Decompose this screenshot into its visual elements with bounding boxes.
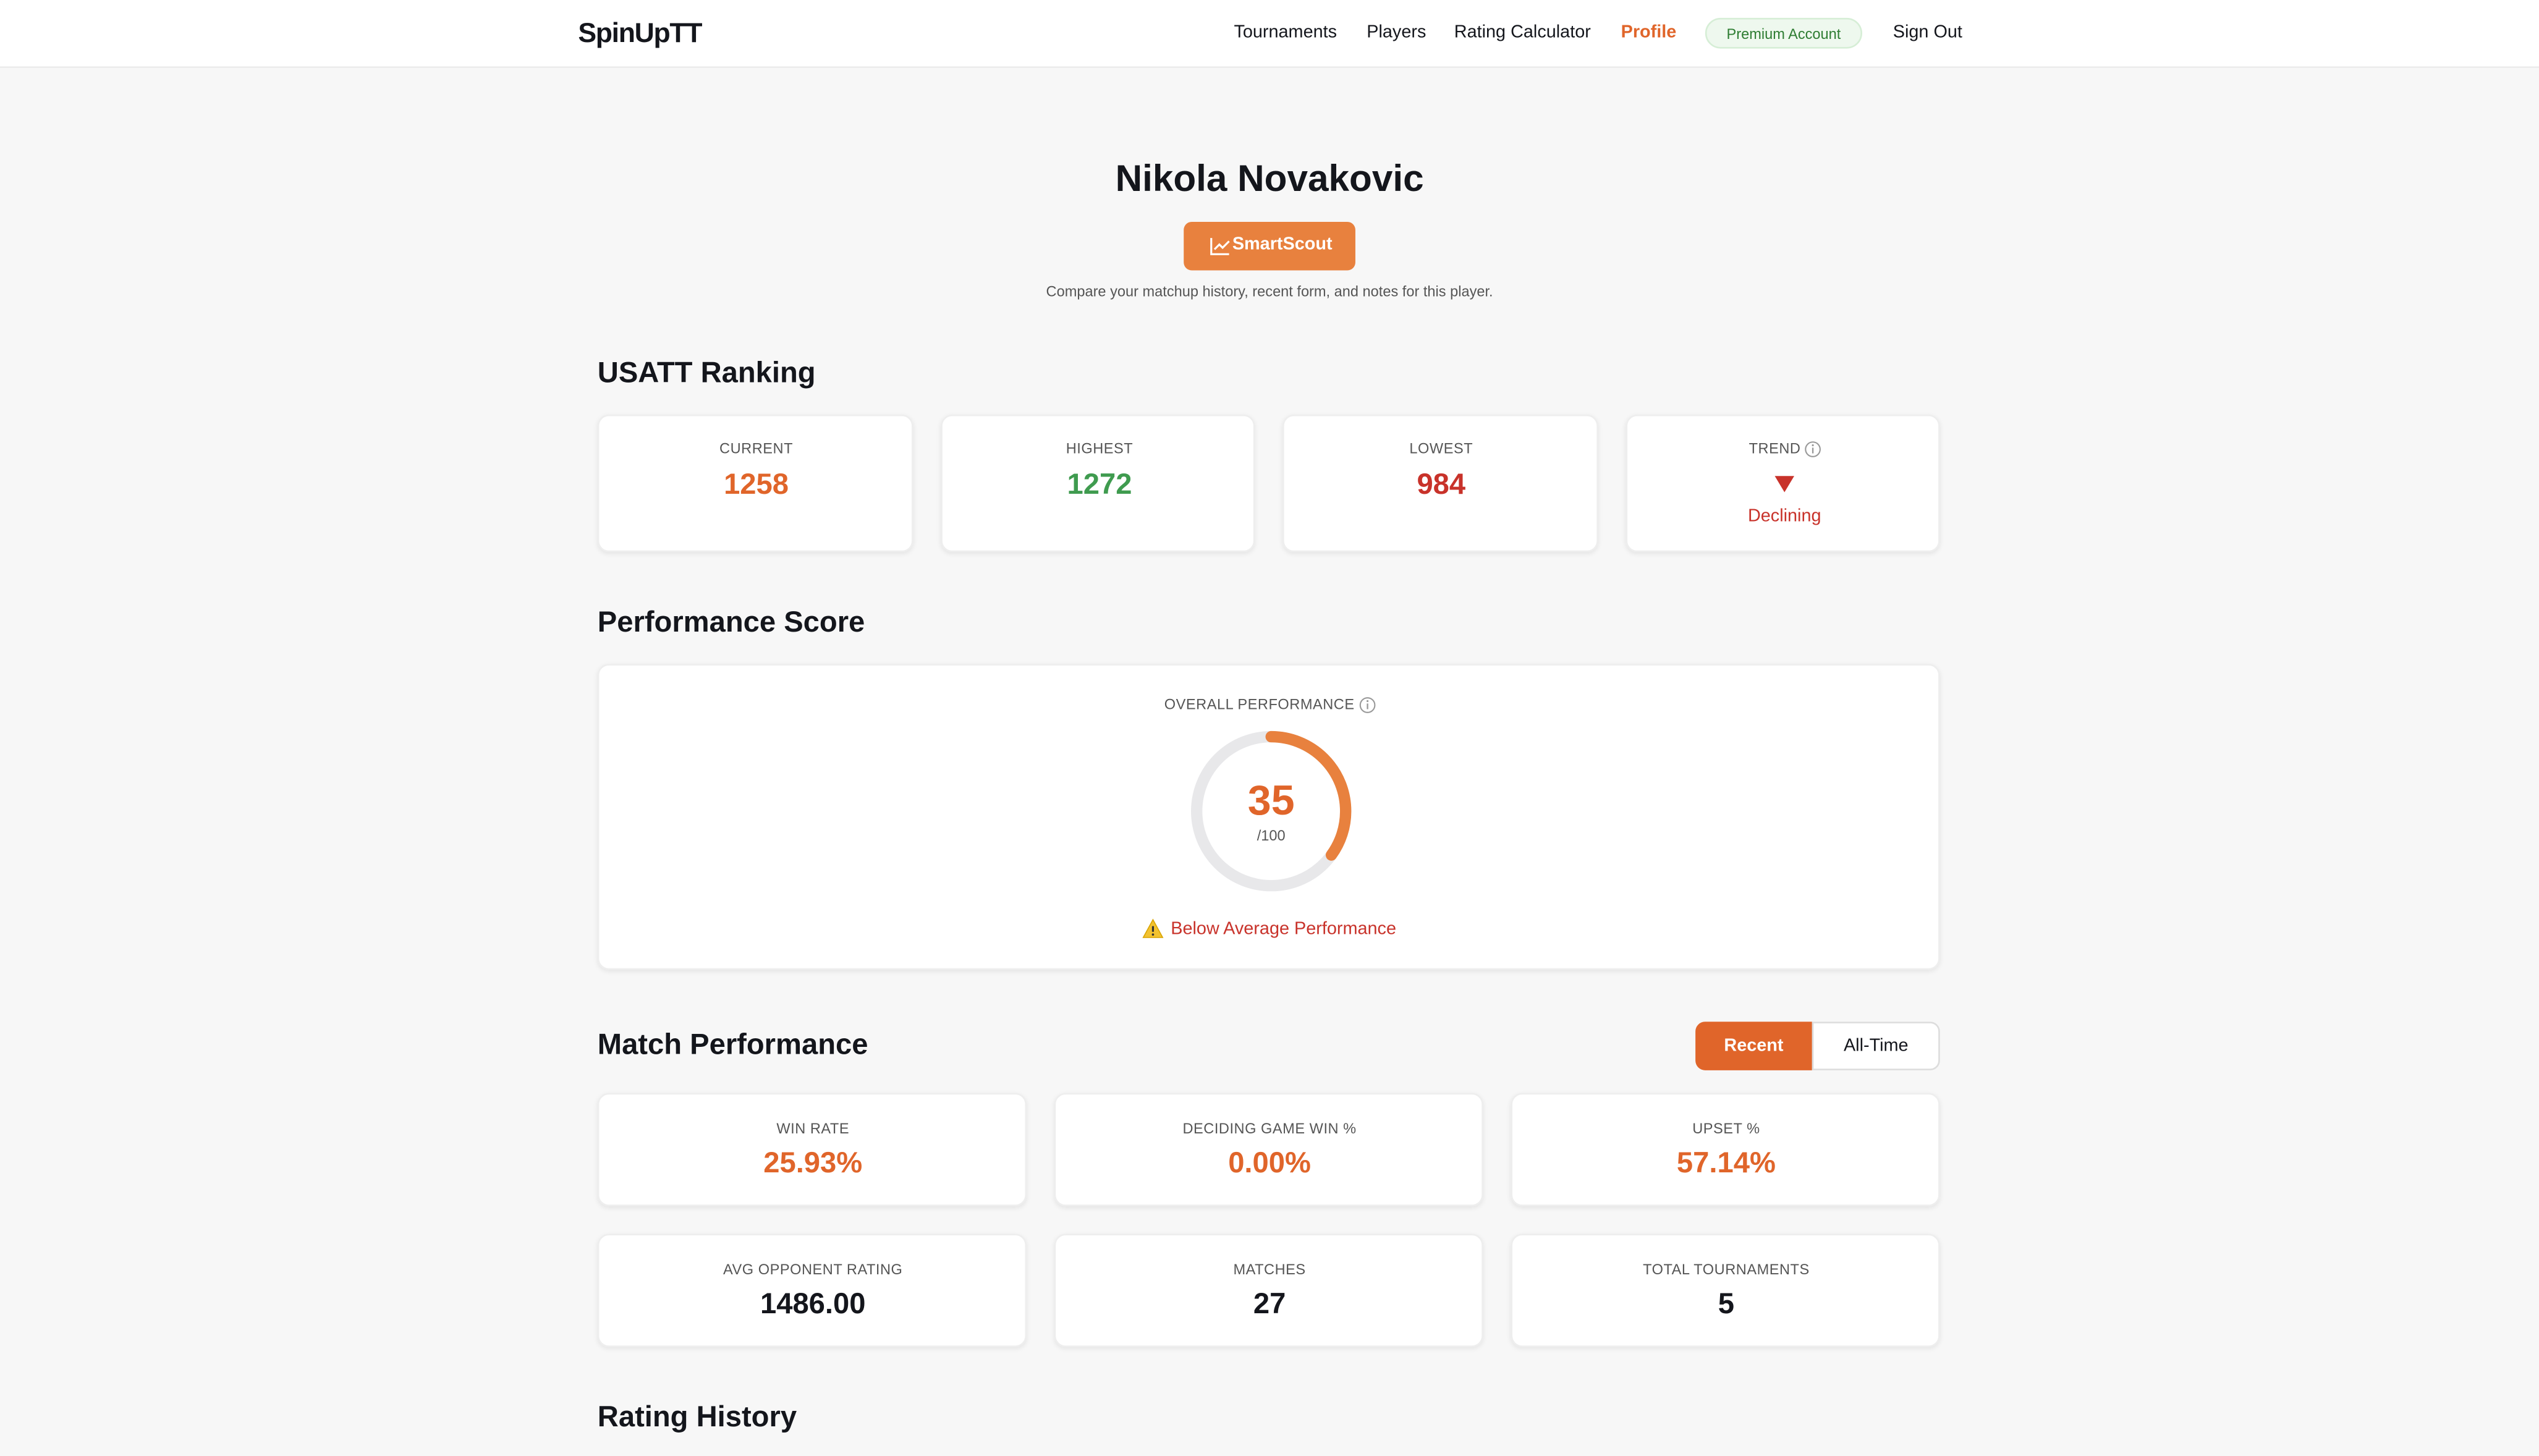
smartscout-button[interactable]: SmartScout (1184, 221, 1355, 271)
card-value: 1272 (1067, 468, 1132, 501)
stat-value: 0.00% (1228, 1146, 1311, 1179)
gauge-arc (1191, 730, 1352, 892)
chart-icon (1210, 238, 1230, 255)
section-title: Rating History (597, 1400, 797, 1433)
gauge (1191, 730, 1352, 892)
performance-status: Below Average Performance (1171, 920, 1397, 939)
stat-label: TOTAL TOURNAMENTS (1643, 1261, 1810, 1278)
subtitle: Compare your matchup history, recent for… (1046, 283, 1493, 300)
card-label: LOWEST (1409, 440, 1473, 457)
premium-badge: Premium Account (1705, 17, 1862, 49)
card-label: CURRENT (719, 440, 794, 457)
score-max: /100 (1257, 827, 1286, 844)
info-icon[interactable] (1804, 441, 1822, 459)
card-label: OVERALL PERFORMANCE (1164, 696, 1355, 713)
nav-link[interactable]: Tournaments (1234, 22, 1337, 43)
stat-card: DECIDING GAME WIN % 0.00% (1054, 1093, 1483, 1206)
stat-label: UPSET % (1692, 1120, 1760, 1137)
stat-label: DECIDING GAME WIN % (1182, 1120, 1357, 1137)
stat-value: 57.14% (1676, 1146, 1776, 1179)
performance-card: OVERALL PERFORMANCE 35 /100 Below Averag… (597, 664, 1940, 970)
stat-card: UPSET % 57.14% (1511, 1093, 1940, 1206)
info-icon[interactable] (1359, 696, 1376, 714)
stat-value: 1486.00 (760, 1287, 866, 1320)
nav-link[interactable]: Players (1367, 22, 1426, 43)
section-title: USATT Ranking (597, 356, 816, 389)
section-title: Performance Score (597, 605, 865, 638)
player-name: Nikola Novakovic (1115, 157, 1424, 200)
nav-link-active[interactable]: Profile (1621, 22, 1677, 43)
logo[interactable]: SpinUpTT (578, 17, 702, 49)
stat-value: 27 (1253, 1287, 1286, 1320)
tab[interactable]: All-Time (1812, 1022, 1940, 1070)
nav-link[interactable]: Rating Calculator (1454, 22, 1591, 43)
ranking-card: CURRENT 1258 (597, 414, 913, 552)
card-label: HIGHEST (1066, 440, 1134, 457)
sign-out[interactable]: Sign Out (1893, 22, 1962, 43)
stat-value: 25.93% (763, 1146, 863, 1179)
stat-card: AVG OPPONENT RATING 1486.00 (597, 1234, 1027, 1347)
score: 35 (1247, 775, 1295, 824)
ranking-card: HIGHEST 1272 (941, 414, 1255, 552)
stat-label: MATCHES (1233, 1261, 1306, 1278)
stat-card: TOTAL TOURNAMENTS 5 (1511, 1234, 1940, 1347)
ranking-card: TREND Declining (1626, 414, 1940, 552)
stat-card: MATCHES 27 (1054, 1234, 1483, 1347)
stat-value: 5 (1718, 1287, 1735, 1320)
header (0, 0, 2539, 69)
ranking-card: LOWEST 984 (1282, 414, 1598, 552)
tab-active[interactable]: Recent (1695, 1022, 1812, 1070)
card-value: 984 (1417, 468, 1466, 501)
warning-icon (1142, 918, 1164, 938)
trend-down-icon (1774, 476, 1794, 493)
section-title: Match Performance (597, 1028, 868, 1061)
button-label: SmartScout (1232, 234, 1333, 255)
card-label: TREND (1748, 440, 1801, 457)
stat-label: WIN RATE (776, 1120, 850, 1137)
stat-label: AVG OPPONENT RATING (723, 1261, 903, 1278)
card-value: 1258 (724, 468, 789, 501)
stat-card: WIN RATE 25.93% (597, 1093, 1027, 1206)
trend-status: Declining (1747, 507, 1821, 527)
